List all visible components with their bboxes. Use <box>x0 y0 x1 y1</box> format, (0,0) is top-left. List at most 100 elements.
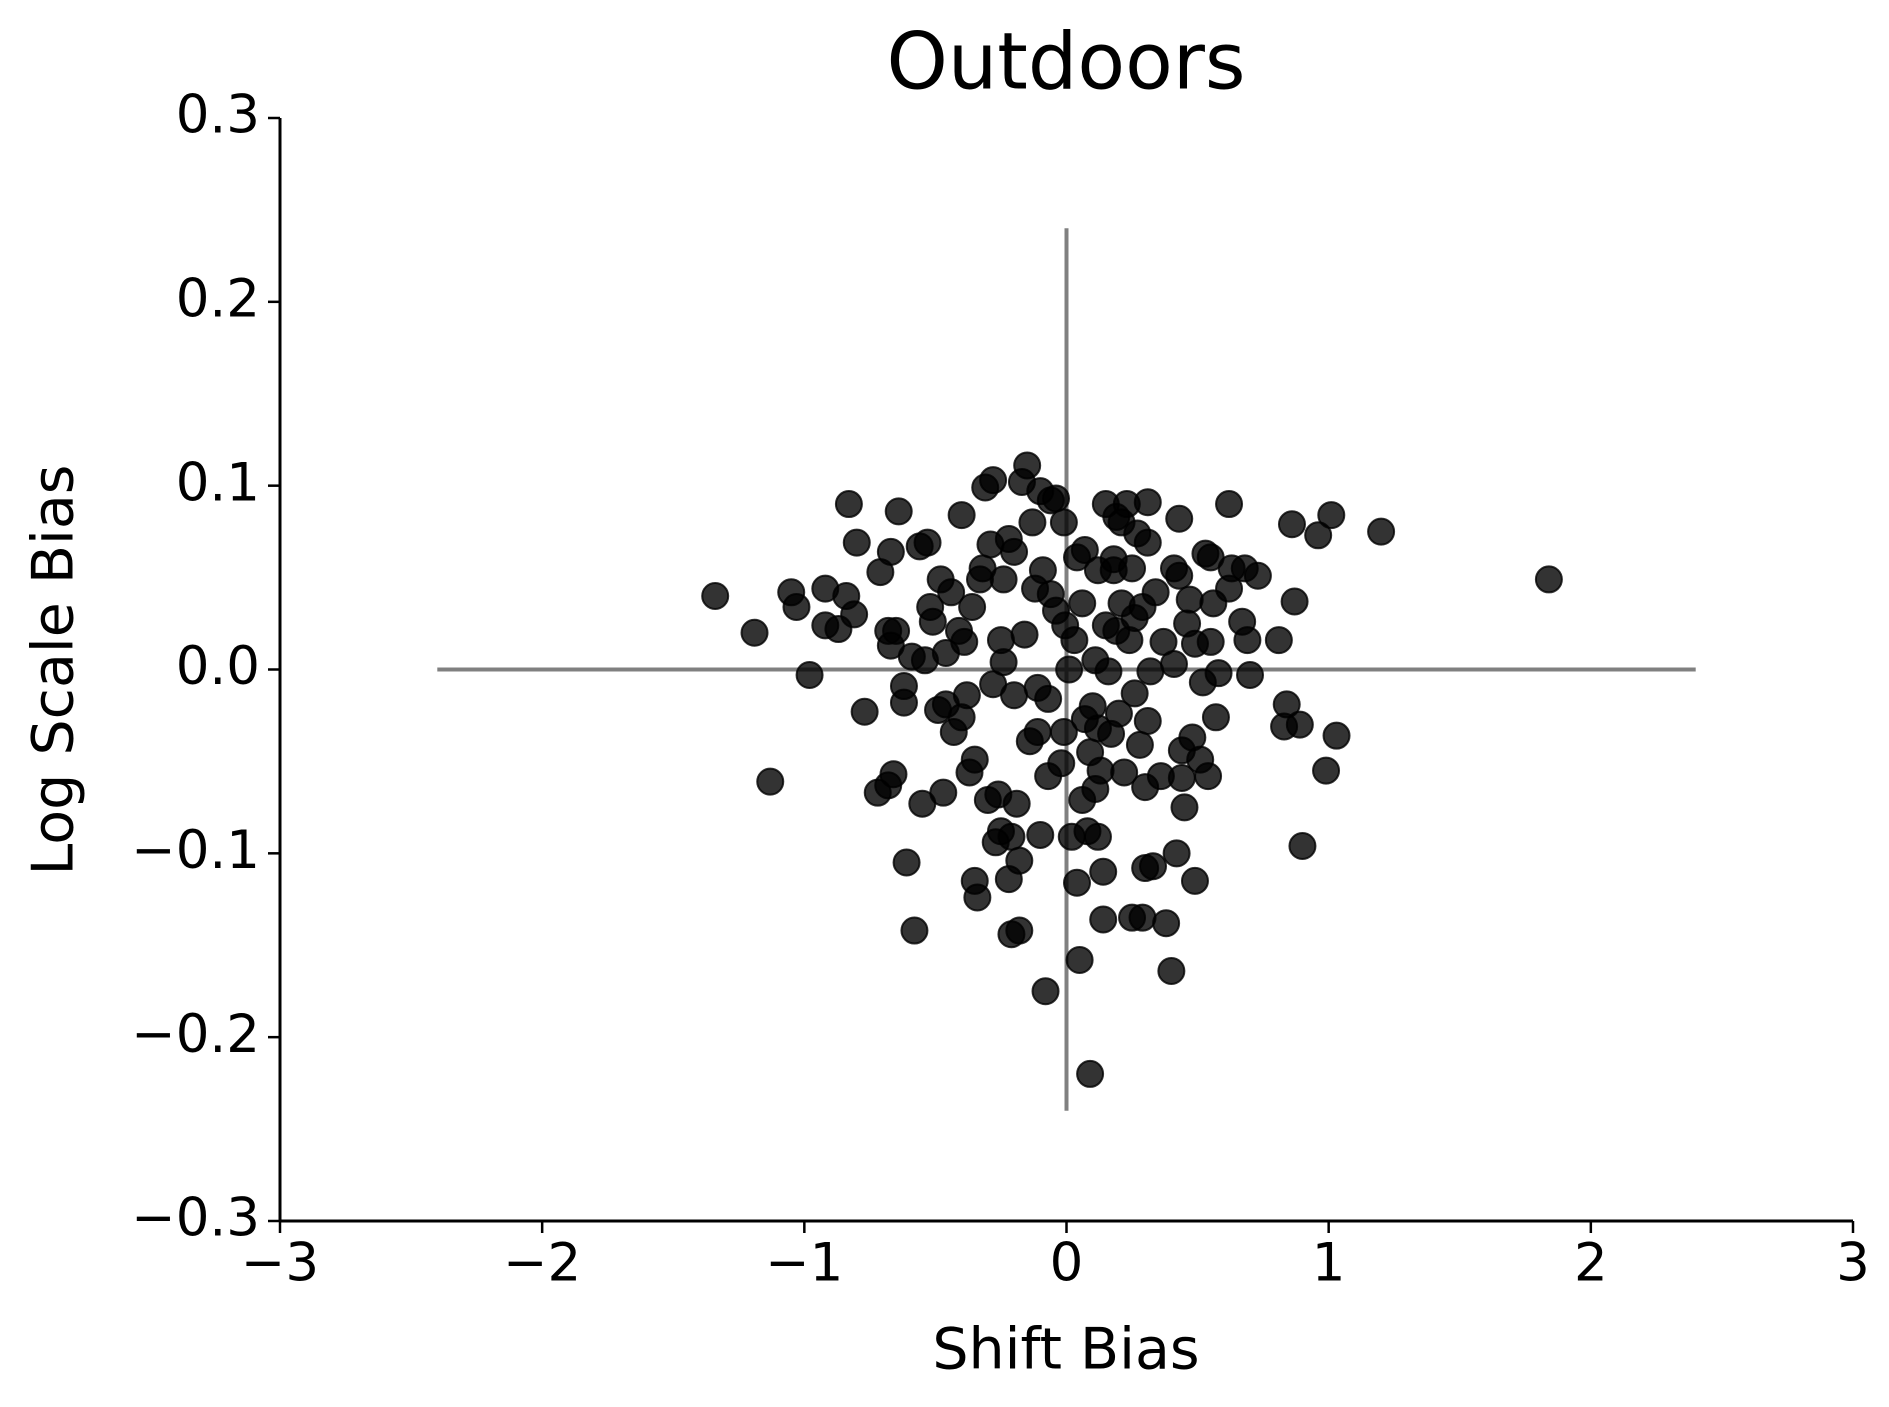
scatter-point <box>1367 517 1396 546</box>
scatter-point <box>1204 659 1233 688</box>
scatter-point <box>1031 977 1060 1006</box>
scatter-point <box>1196 627 1225 656</box>
scatter-point <box>958 592 987 621</box>
scatter-point <box>1317 501 1346 530</box>
scatter-point <box>1322 721 1351 750</box>
scatter-point <box>1070 536 1099 565</box>
scatter-point <box>1277 510 1306 539</box>
chart-title: Outdoors <box>886 17 1245 107</box>
scatter-point <box>1034 684 1063 713</box>
scatter-point <box>1086 756 1115 785</box>
y-tick-label: −0.3 <box>131 1188 260 1249</box>
scatter-point <box>834 490 863 519</box>
x-tick-label: 0 <box>1050 1233 1084 1294</box>
scatter-point <box>1162 839 1191 868</box>
scatter-point <box>1062 868 1091 897</box>
x-tick-label: −2 <box>503 1233 581 1294</box>
scatter-point <box>1201 703 1230 732</box>
scatter-point <box>1141 578 1170 607</box>
scatter-point <box>1047 749 1076 778</box>
scatter-point <box>918 607 947 636</box>
scatter-point <box>1165 561 1194 590</box>
scatter-point <box>929 778 958 807</box>
scatter-point <box>1000 537 1029 566</box>
scatter-point <box>963 883 992 912</box>
scatter-point <box>882 616 911 645</box>
scatter-point <box>1083 822 1112 851</box>
scatter-point <box>1089 857 1118 886</box>
scatter-point <box>1018 508 1047 537</box>
scatter-point <box>1243 561 1272 590</box>
scatter-point <box>1049 508 1078 537</box>
scatter-point <box>1280 587 1309 616</box>
scatter-point <box>1104 699 1133 728</box>
scatter-point <box>1180 866 1209 895</box>
scatter-point <box>997 822 1026 851</box>
scatter-point <box>884 497 913 526</box>
scatter-point <box>1065 945 1094 974</box>
scatter-point <box>1264 626 1293 655</box>
scatter-point <box>947 501 976 530</box>
y-tick-label: 0.3 <box>176 85 260 146</box>
scatter-point <box>1312 756 1341 785</box>
scatter-point <box>950 627 979 656</box>
scatter-point <box>1010 620 1039 649</box>
scatter-point <box>701 581 730 610</box>
scatter-point <box>979 466 1008 495</box>
x-tick-label: 2 <box>1574 1233 1608 1294</box>
scatter-point <box>1042 484 1071 513</box>
scatter-point <box>1120 679 1149 708</box>
scatter-point <box>782 592 811 621</box>
scatter-point <box>1060 626 1089 655</box>
scatter-point <box>1304 521 1333 550</box>
scatter-point <box>1089 905 1118 934</box>
scatter-point <box>756 767 785 796</box>
scatter-point <box>1165 504 1194 533</box>
scatter-point <box>952 681 981 710</box>
scatter-point <box>1013 451 1042 480</box>
scatter-point <box>1049 718 1078 747</box>
scatter-point <box>1175 585 1204 614</box>
scatter-point <box>1159 649 1188 678</box>
scatter-point <box>1133 528 1162 557</box>
scatter-point <box>1139 852 1168 881</box>
scatter-point <box>1194 762 1223 791</box>
scatter-point <box>1076 1059 1105 1088</box>
scatter-point <box>1110 758 1139 787</box>
scatter-point <box>1133 488 1162 517</box>
scatter-point <box>1285 710 1314 739</box>
scatter-point <box>913 528 942 557</box>
scatter-point <box>1026 820 1055 849</box>
scatter-point <box>892 848 921 877</box>
scatter-point <box>1128 903 1157 932</box>
scatter-point <box>1136 657 1165 686</box>
scatter-point <box>1023 718 1052 747</box>
x-tick-label: 1 <box>1312 1233 1346 1294</box>
scatter-point <box>1000 681 1029 710</box>
scatter-point <box>1236 661 1265 690</box>
y-tick-label: 0.1 <box>176 452 260 513</box>
x-tick-label: 3 <box>1836 1233 1870 1294</box>
x-tick-label: −1 <box>765 1233 843 1294</box>
scatter-point <box>1005 846 1034 875</box>
scatter-point <box>1152 909 1181 938</box>
scatter-point <box>795 661 824 690</box>
scatter-point <box>1068 589 1097 618</box>
scatter-point <box>1272 690 1301 719</box>
scatter-point <box>740 618 769 647</box>
scatter-point <box>1002 789 1031 818</box>
scatter-point <box>1215 490 1244 519</box>
scatter-point <box>889 688 918 717</box>
scatter-point <box>1157 956 1186 985</box>
scatter-point <box>1170 793 1199 822</box>
scatter-point <box>1005 916 1034 945</box>
x-tick-label: −3 <box>241 1233 319 1294</box>
scatter-point <box>1233 626 1262 655</box>
scatter-point <box>1125 730 1154 759</box>
scatter-point <box>876 537 905 566</box>
scatter-point <box>840 600 869 629</box>
scatter-point <box>1118 554 1147 583</box>
scatter-point <box>879 760 908 789</box>
scatter-point <box>1133 706 1162 735</box>
